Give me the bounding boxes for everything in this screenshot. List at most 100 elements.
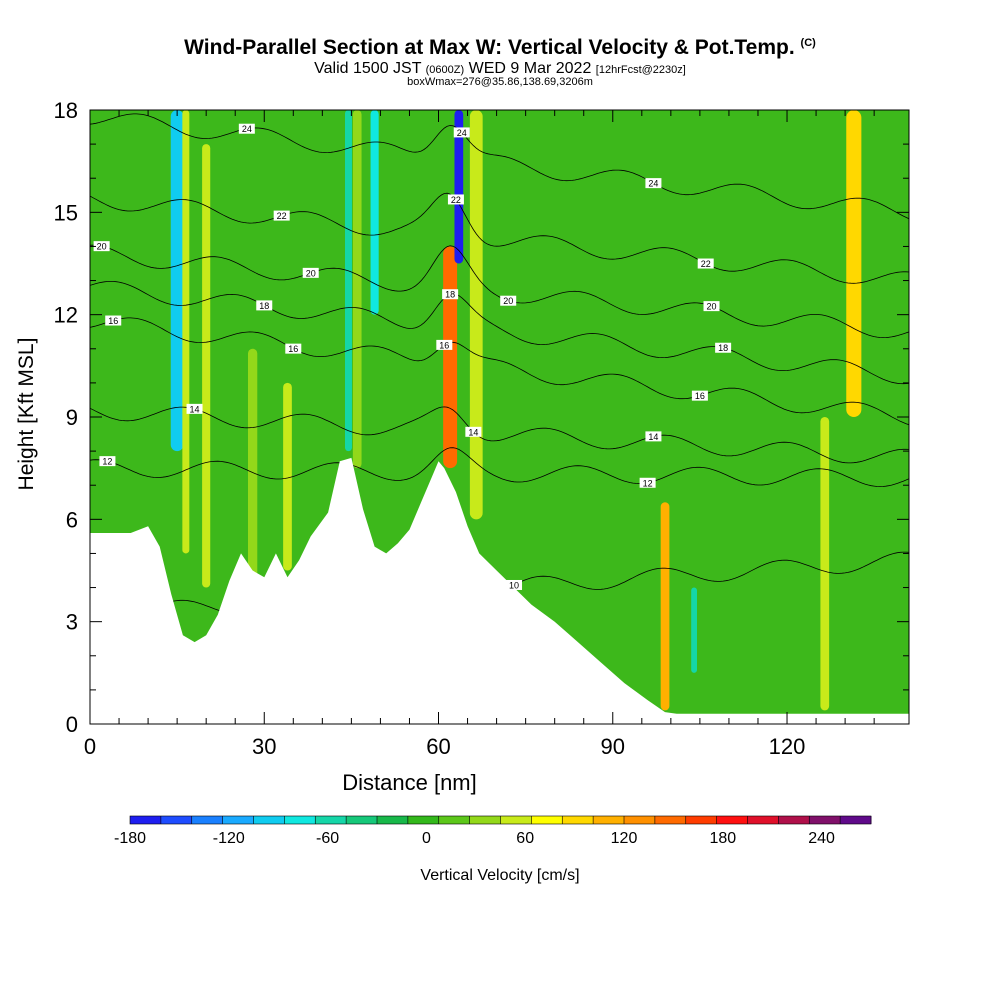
contour-label-bg	[447, 194, 464, 205]
contour-label-bg	[500, 295, 517, 306]
contour-label-bg	[453, 127, 470, 138]
x-tick-label: 90	[601, 734, 625, 759]
theta-contour	[90, 406, 909, 464]
contour-label: 20	[707, 302, 717, 312]
contour-label-bg	[691, 390, 708, 401]
potential-temperature-contours	[90, 113, 909, 622]
contour-label-bg	[99, 456, 116, 467]
colorbar-swatch	[438, 816, 471, 824]
terrain-mask	[90, 457, 909, 724]
contour-label-bg	[639, 477, 656, 488]
colorbar-tick-label: -60	[316, 830, 339, 847]
contour-label: 16	[288, 344, 298, 354]
colorbar-swatch	[747, 816, 779, 824]
forecast-info: [12hrFcst@2230z]	[595, 64, 686, 76]
colorbar-swatch	[469, 816, 501, 824]
colorbar-tick-label: 0	[422, 830, 431, 847]
theta-contour	[90, 447, 909, 488]
contour-label: 14	[190, 404, 200, 414]
contour-label: 24	[457, 128, 467, 138]
contour-label: 20	[503, 296, 513, 306]
contour-label-bg	[256, 300, 273, 311]
colorbar-tick-label: -180	[114, 830, 146, 847]
contour-label: 16	[695, 391, 705, 401]
y-tick-label: 18	[54, 98, 78, 123]
contour-label: 18	[445, 290, 455, 300]
velocity-column	[344, 110, 352, 452]
colorbar-tick-label: 180	[709, 830, 736, 847]
chart-subtitle: Valid 1500 JST (0600Z) WED 9 Mar 2022 [1…	[0, 60, 1000, 78]
colorbar-swatch	[531, 816, 563, 824]
colorbar-swatch	[191, 816, 224, 824]
contour-label: 20	[306, 268, 316, 278]
box-info: boxWmax=276@35.86,138.69,3206m	[407, 76, 593, 88]
contour-label: 22	[701, 259, 711, 269]
velocity-column	[846, 110, 862, 417]
velocity-column	[443, 246, 458, 469]
y-tick-label: 15	[54, 200, 78, 225]
velocity-column	[469, 110, 483, 520]
contour-label-bg	[273, 210, 290, 221]
contour-label-bg	[436, 339, 453, 350]
colorbar-swatch	[562, 816, 594, 824]
velocity-column	[370, 110, 379, 315]
colorbar-swatch	[778, 816, 810, 824]
colorbar-tick-label: -120	[213, 830, 245, 847]
contour-label: 20	[97, 242, 107, 252]
contour-label-bg	[465, 426, 482, 437]
x-tick-label: 0	[84, 734, 96, 759]
contour-label: 16	[108, 316, 118, 326]
theta-contour	[90, 281, 909, 385]
velocity-column	[454, 110, 464, 264]
velocity-column	[691, 587, 697, 673]
x-axis-label: Distance [nm]	[342, 770, 477, 795]
colorbar-swatch	[654, 816, 687, 824]
contour-label: 12	[102, 457, 112, 467]
colorbar-swatch	[315, 816, 347, 824]
contour-label-bg	[703, 301, 720, 312]
velocity-column	[352, 110, 362, 469]
valid-date: WED 9 Mar 2022	[468, 60, 592, 77]
contour-label: 14	[468, 427, 478, 437]
colorbar-swatch	[500, 816, 532, 824]
contour-label: 24	[648, 179, 658, 189]
contour-label-bg	[697, 258, 714, 269]
contour-label-bg	[506, 579, 523, 590]
colorbar-tick-label: 60	[516, 830, 534, 847]
velocity-column	[660, 502, 670, 711]
theta-contour	[90, 317, 909, 426]
x-tick-label: 60	[426, 734, 450, 759]
colorbar-swatch	[840, 816, 872, 824]
y-tick-label: 6	[66, 507, 78, 532]
contour-label: 18	[259, 301, 269, 311]
x-tick-label: 30	[252, 734, 276, 759]
colorbar-swatch	[222, 816, 254, 824]
colorbar-swatch	[407, 816, 440, 824]
velocity-column	[182, 110, 190, 554]
contour-label-bg	[442, 289, 459, 300]
velocity-column	[170, 110, 184, 452]
x-tick-label: 120	[769, 734, 806, 759]
colorbar-swatch	[809, 816, 841, 824]
y-tick-label: 3	[66, 610, 78, 635]
contour-label: 14	[648, 432, 658, 442]
terrain	[90, 457, 909, 724]
contour-label: 10	[509, 580, 519, 590]
colorbar-swatch	[716, 816, 748, 824]
theta-contour	[90, 113, 909, 220]
colorbar-swatch	[130, 816, 162, 824]
contour-label-bg	[715, 342, 732, 353]
contour-label: 18	[718, 343, 728, 353]
y-tick-label: 9	[66, 405, 78, 430]
contour-label: 22	[277, 211, 287, 221]
y-axis-label: Height [Kft MSL]	[15, 338, 38, 491]
contour-label-bg	[285, 343, 302, 354]
contour-label-bg	[302, 267, 319, 278]
colorbar-label: Vertical Velocity [cm/s]	[420, 867, 579, 884]
colorbar-swatch	[284, 816, 316, 824]
theta-contour	[90, 244, 909, 339]
colorbar-swatch	[624, 816, 656, 824]
copyright-mark: (C)	[800, 37, 816, 49]
colorbar-tick-label: 240	[808, 830, 835, 847]
